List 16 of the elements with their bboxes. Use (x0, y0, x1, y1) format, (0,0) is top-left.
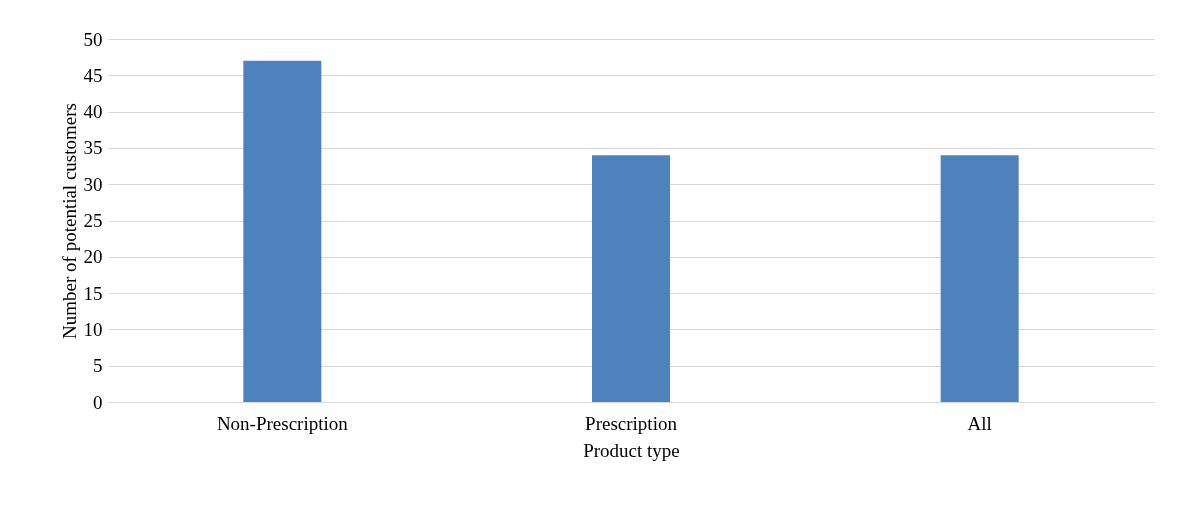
y-tick-label: 10 (83, 318, 103, 340)
y-tick-label: 40 (83, 101, 103, 123)
y-tick-label: 25 (83, 210, 103, 231)
y-tick-label: 20 (83, 246, 103, 268)
y-axis-title: Number of potential customers (58, 103, 80, 339)
x-tick-label: Non-Prescription (216, 412, 349, 434)
x-axis-title: Product type (583, 439, 680, 461)
x-tick-label: Prescription (585, 412, 678, 434)
y-tick-label: 45 (83, 64, 103, 86)
x-tick-label: All (967, 412, 992, 434)
y-tick-label: 5 (93, 355, 103, 377)
y-tick-label: 35 (83, 137, 103, 159)
y-tick-label: 0 (93, 391, 103, 413)
y-tick-label: 50 (83, 28, 103, 50)
y-tick-label: 15 (83, 282, 103, 304)
y-tick-label: 30 (83, 173, 103, 195)
